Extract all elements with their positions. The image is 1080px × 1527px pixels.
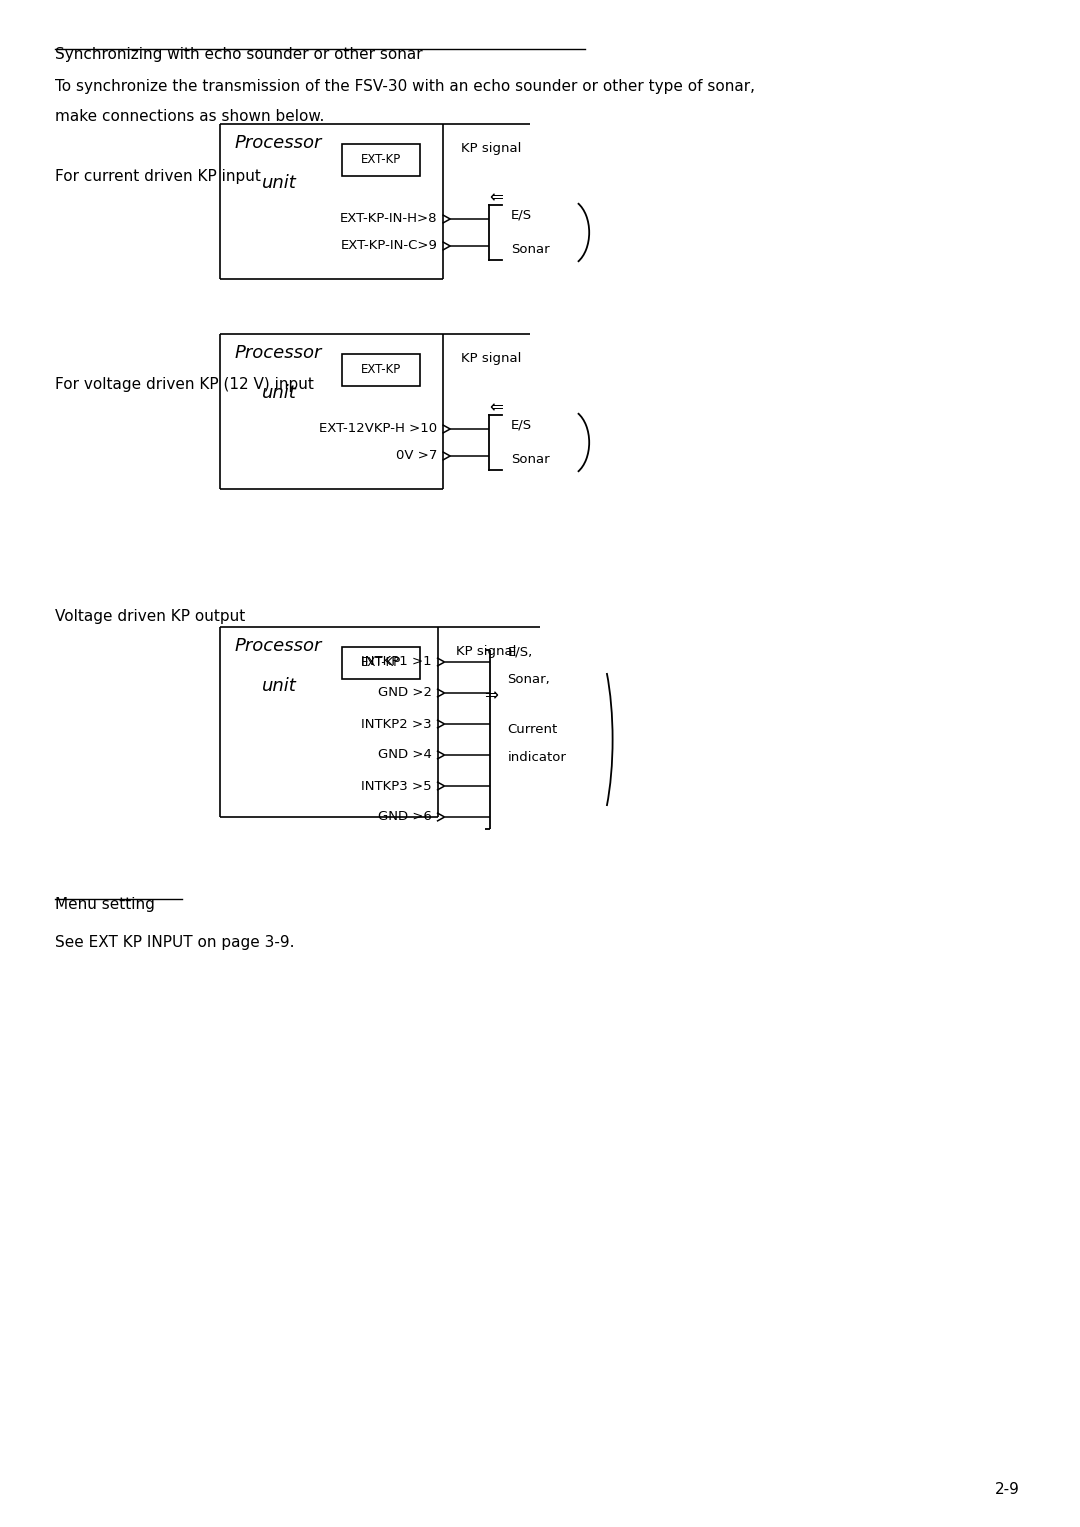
Text: indicator: indicator — [508, 751, 567, 764]
Text: ⇒: ⇒ — [484, 686, 498, 704]
Text: EXT-KP-IN-C>9: EXT-KP-IN-C>9 — [340, 240, 437, 252]
Bar — [342, 144, 420, 176]
Bar — [342, 647, 420, 680]
Text: Processor: Processor — [235, 637, 322, 655]
Text: Processor: Processor — [235, 134, 322, 153]
Text: To synchronize the transmission of the FSV-30 with an echo sounder or other type: To synchronize the transmission of the F… — [55, 79, 755, 95]
Text: 0V >7: 0V >7 — [396, 449, 437, 463]
Text: Voltage driven KP output: Voltage driven KP output — [55, 609, 245, 625]
Text: unit: unit — [262, 174, 297, 192]
Text: make connections as shown below.: make connections as shown below. — [55, 108, 324, 124]
Text: GND >4: GND >4 — [378, 748, 432, 762]
Text: KP signal: KP signal — [461, 142, 522, 156]
Text: Sonar: Sonar — [511, 454, 550, 467]
Text: ⇐: ⇐ — [489, 188, 503, 206]
Text: 2-9: 2-9 — [995, 1483, 1020, 1496]
Text: See EXT KP INPUT on page 3-9.: See EXT KP INPUT on page 3-9. — [55, 935, 295, 950]
Text: Menu setting: Menu setting — [55, 896, 154, 912]
Text: Sonar,: Sonar, — [508, 673, 551, 687]
Text: EXT-KP: EXT-KP — [361, 154, 401, 166]
Text: EXT-KP: EXT-KP — [361, 657, 401, 669]
Text: Synchronizing with echo sounder or other sonar: Synchronizing with echo sounder or other… — [55, 47, 422, 63]
Text: EXT-KP-IN-H>8: EXT-KP-IN-H>8 — [340, 212, 437, 226]
Text: EXT-12VKP-H >10: EXT-12VKP-H >10 — [319, 423, 437, 435]
Text: KP signal: KP signal — [456, 644, 516, 658]
Text: KP signal: KP signal — [461, 353, 522, 365]
Bar — [342, 354, 420, 386]
Text: Processor: Processor — [235, 344, 322, 362]
Text: ⇐: ⇐ — [489, 399, 503, 415]
Text: GND >2: GND >2 — [378, 687, 432, 699]
Text: E/S: E/S — [511, 209, 532, 221]
Text: E/S,: E/S, — [508, 646, 532, 658]
Text: INTKP3 >5: INTKP3 >5 — [361, 779, 432, 793]
Text: For current driven KP input: For current driven KP input — [55, 169, 261, 183]
Text: For voltage driven KP (12 V) input: For voltage driven KP (12 V) input — [55, 377, 314, 392]
Text: GND >6: GND >6 — [378, 811, 432, 823]
Text: Sonar: Sonar — [511, 243, 550, 257]
Text: unit: unit — [262, 383, 297, 402]
Text: unit: unit — [262, 676, 297, 695]
Text: Current: Current — [508, 722, 558, 736]
Text: INTKP1 >1: INTKP1 >1 — [361, 655, 432, 669]
Text: E/S: E/S — [511, 418, 532, 432]
Text: INTKP2 >3: INTKP2 >3 — [361, 718, 432, 730]
Text: EXT-KP: EXT-KP — [361, 363, 401, 377]
